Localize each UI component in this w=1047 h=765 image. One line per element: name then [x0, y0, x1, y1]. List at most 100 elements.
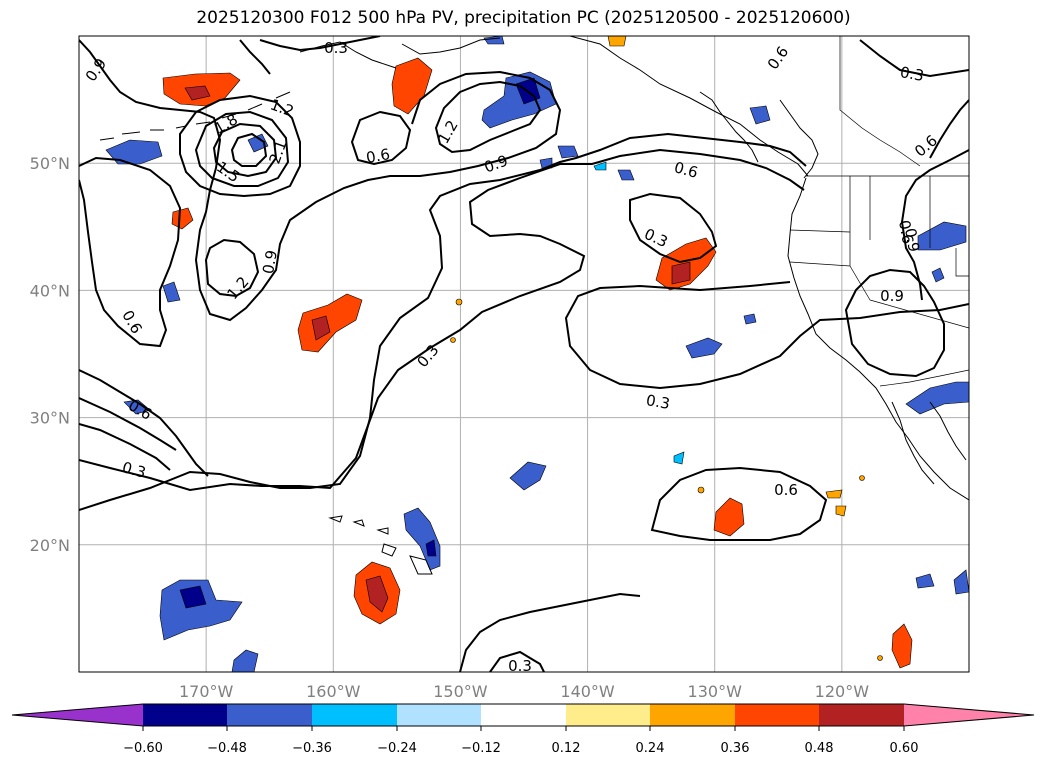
us-mexico-border	[879, 369, 969, 387]
precip-negative-patch	[915, 573, 935, 589]
precip-positive-patch	[835, 505, 847, 517]
precip-shading	[105, 36, 969, 672]
precip-positive-dot	[697, 486, 705, 494]
precip-negative-patch	[673, 451, 685, 465]
pv-contour-0.3	[564, 281, 969, 390]
precip-negative-patch	[483, 36, 505, 45]
pv-contour-0.6	[459, 592, 641, 672]
precip-negative-patch	[953, 569, 969, 595]
contour-label-text: 0.6	[774, 481, 798, 499]
colorbar-tick-label: −0.48	[207, 741, 247, 756]
us-west-coast	[787, 177, 969, 501]
lat-tick-label: 40°N	[30, 281, 70, 300]
pv-contour-0.6	[350, 110, 412, 166]
contour-label: 0.3	[324, 39, 348, 57]
colorbar-tick-label: −0.36	[292, 741, 332, 756]
precip-positive-core	[365, 575, 389, 613]
contour-label: 0.6	[672, 158, 700, 182]
contour-label-text: 0.3	[899, 63, 926, 85]
pv-contour-0.6	[900, 149, 969, 301]
precip-positive-patch	[297, 293, 363, 353]
contour-label: 1.2	[434, 117, 462, 147]
contour-label: 0.6	[895, 219, 917, 246]
precip-positive-core	[184, 85, 211, 101]
precip-positive-dot	[455, 298, 463, 306]
colorbar-segment	[143, 704, 227, 726]
pv-contour-0.6	[79, 132, 807, 511]
coastlines	[99, 36, 969, 575]
contour-label: 0.9	[901, 227, 923, 254]
contour-label-text: 0.6	[895, 219, 917, 246]
precip-negative-patch	[105, 139, 163, 165]
contour-label: 0.3	[641, 225, 670, 251]
pv-contour-0.3	[79, 369, 209, 477]
pv-contour-0.3	[79, 148, 805, 492]
contour-label-text: 0.9	[880, 287, 904, 305]
lon-tick-label: 140°W	[560, 682, 615, 701]
precip-negative-patch	[617, 169, 635, 181]
contour-label-text: 0.3	[645, 391, 672, 413]
precip-positive-core	[311, 315, 331, 341]
pv-contour-0.3	[259, 36, 381, 52]
lon-tick-label: 170°W	[179, 682, 234, 701]
hawaii-islands	[328, 515, 433, 575]
contour-label: 0.3	[899, 63, 926, 85]
colorbar-segment	[735, 704, 819, 726]
precip-negative-patch	[749, 105, 771, 125]
baja-peninsula	[891, 401, 967, 485]
lat-tick-label: 50°N	[30, 154, 70, 173]
colorbar-tick-label: 0.12	[552, 741, 581, 756]
contour-label-text: 0.9	[259, 249, 281, 276]
pv-contour-0.3	[629, 192, 718, 264]
lon-tick-label: 150°W	[433, 682, 488, 701]
contour-label: 0.9	[259, 249, 281, 276]
colorbar-tick-label: 0.48	[805, 741, 834, 756]
colorbar-segment	[650, 704, 735, 726]
contour-label-text: 0.6	[911, 131, 941, 160]
colorbar-segment	[312, 704, 397, 726]
alaska-coast	[299, 36, 809, 177]
pv-contour-0.3	[929, 99, 969, 159]
pv-contour-0.6	[650, 466, 828, 541]
contour-label-text: 0.3	[508, 657, 532, 675]
precip-negative-patch	[905, 381, 969, 415]
alaska-canada-border	[839, 36, 921, 167]
colorbar-extend-min	[12, 704, 143, 726]
contour-label-text: 0.6	[365, 145, 392, 167]
precip-positive-patch	[713, 497, 745, 537]
precip-negative-patch	[593, 161, 607, 171]
lon-tick-label: 130°W	[688, 682, 743, 701]
map-area: 0.30.30.30.30.30.30.30.60.60.60.60.60.60…	[79, 36, 969, 675]
pv-contour-0.6	[79, 397, 177, 451]
map-frame	[78, 35, 970, 673]
precip-positive-dot	[450, 337, 456, 343]
precip-negative-patch	[931, 267, 945, 283]
colorbar: −0.60 −0.48 −0.36 −0.24 −0.12 0.12 0.24 0.36 0.4…	[11, 703, 1035, 756]
pv-contours	[79, 36, 969, 672]
precip-negative-patch	[685, 337, 723, 359]
contour-label: 0.6	[365, 145, 392, 167]
pv-contour-0.9	[239, 39, 271, 75]
colorbar-segment	[227, 704, 312, 726]
map-title: 2025120300 F012 500 hPa PV, precipitatio…	[196, 8, 851, 28]
contour-label: 0.6	[125, 396, 155, 424]
contour-label-text: 0.6	[764, 43, 792, 73]
precip-negative-patch	[509, 461, 547, 491]
aleutian-islands	[99, 91, 291, 141]
contour-label-text: 1.2	[223, 273, 252, 303]
pv-contour-1.2	[204, 238, 260, 298]
pv-contour-0.3	[79, 423, 171, 471]
colorbar-tick-label: 0.36	[721, 741, 750, 756]
pv-contour-1.2	[179, 94, 301, 198]
contour-label: 0.3	[508, 657, 532, 675]
contour-label-text: 0.3	[120, 458, 148, 482]
colorbar-segment	[397, 704, 481, 726]
colorbar-segment	[819, 704, 904, 726]
contour-label: 0.9	[82, 55, 110, 85]
precip-negative-patch	[247, 133, 269, 153]
pv-contour-0.3	[859, 39, 969, 78]
contour-label-text: 0.9	[82, 55, 110, 85]
canada-coast	[779, 99, 819, 179]
contour-label: 0.6	[911, 131, 941, 160]
